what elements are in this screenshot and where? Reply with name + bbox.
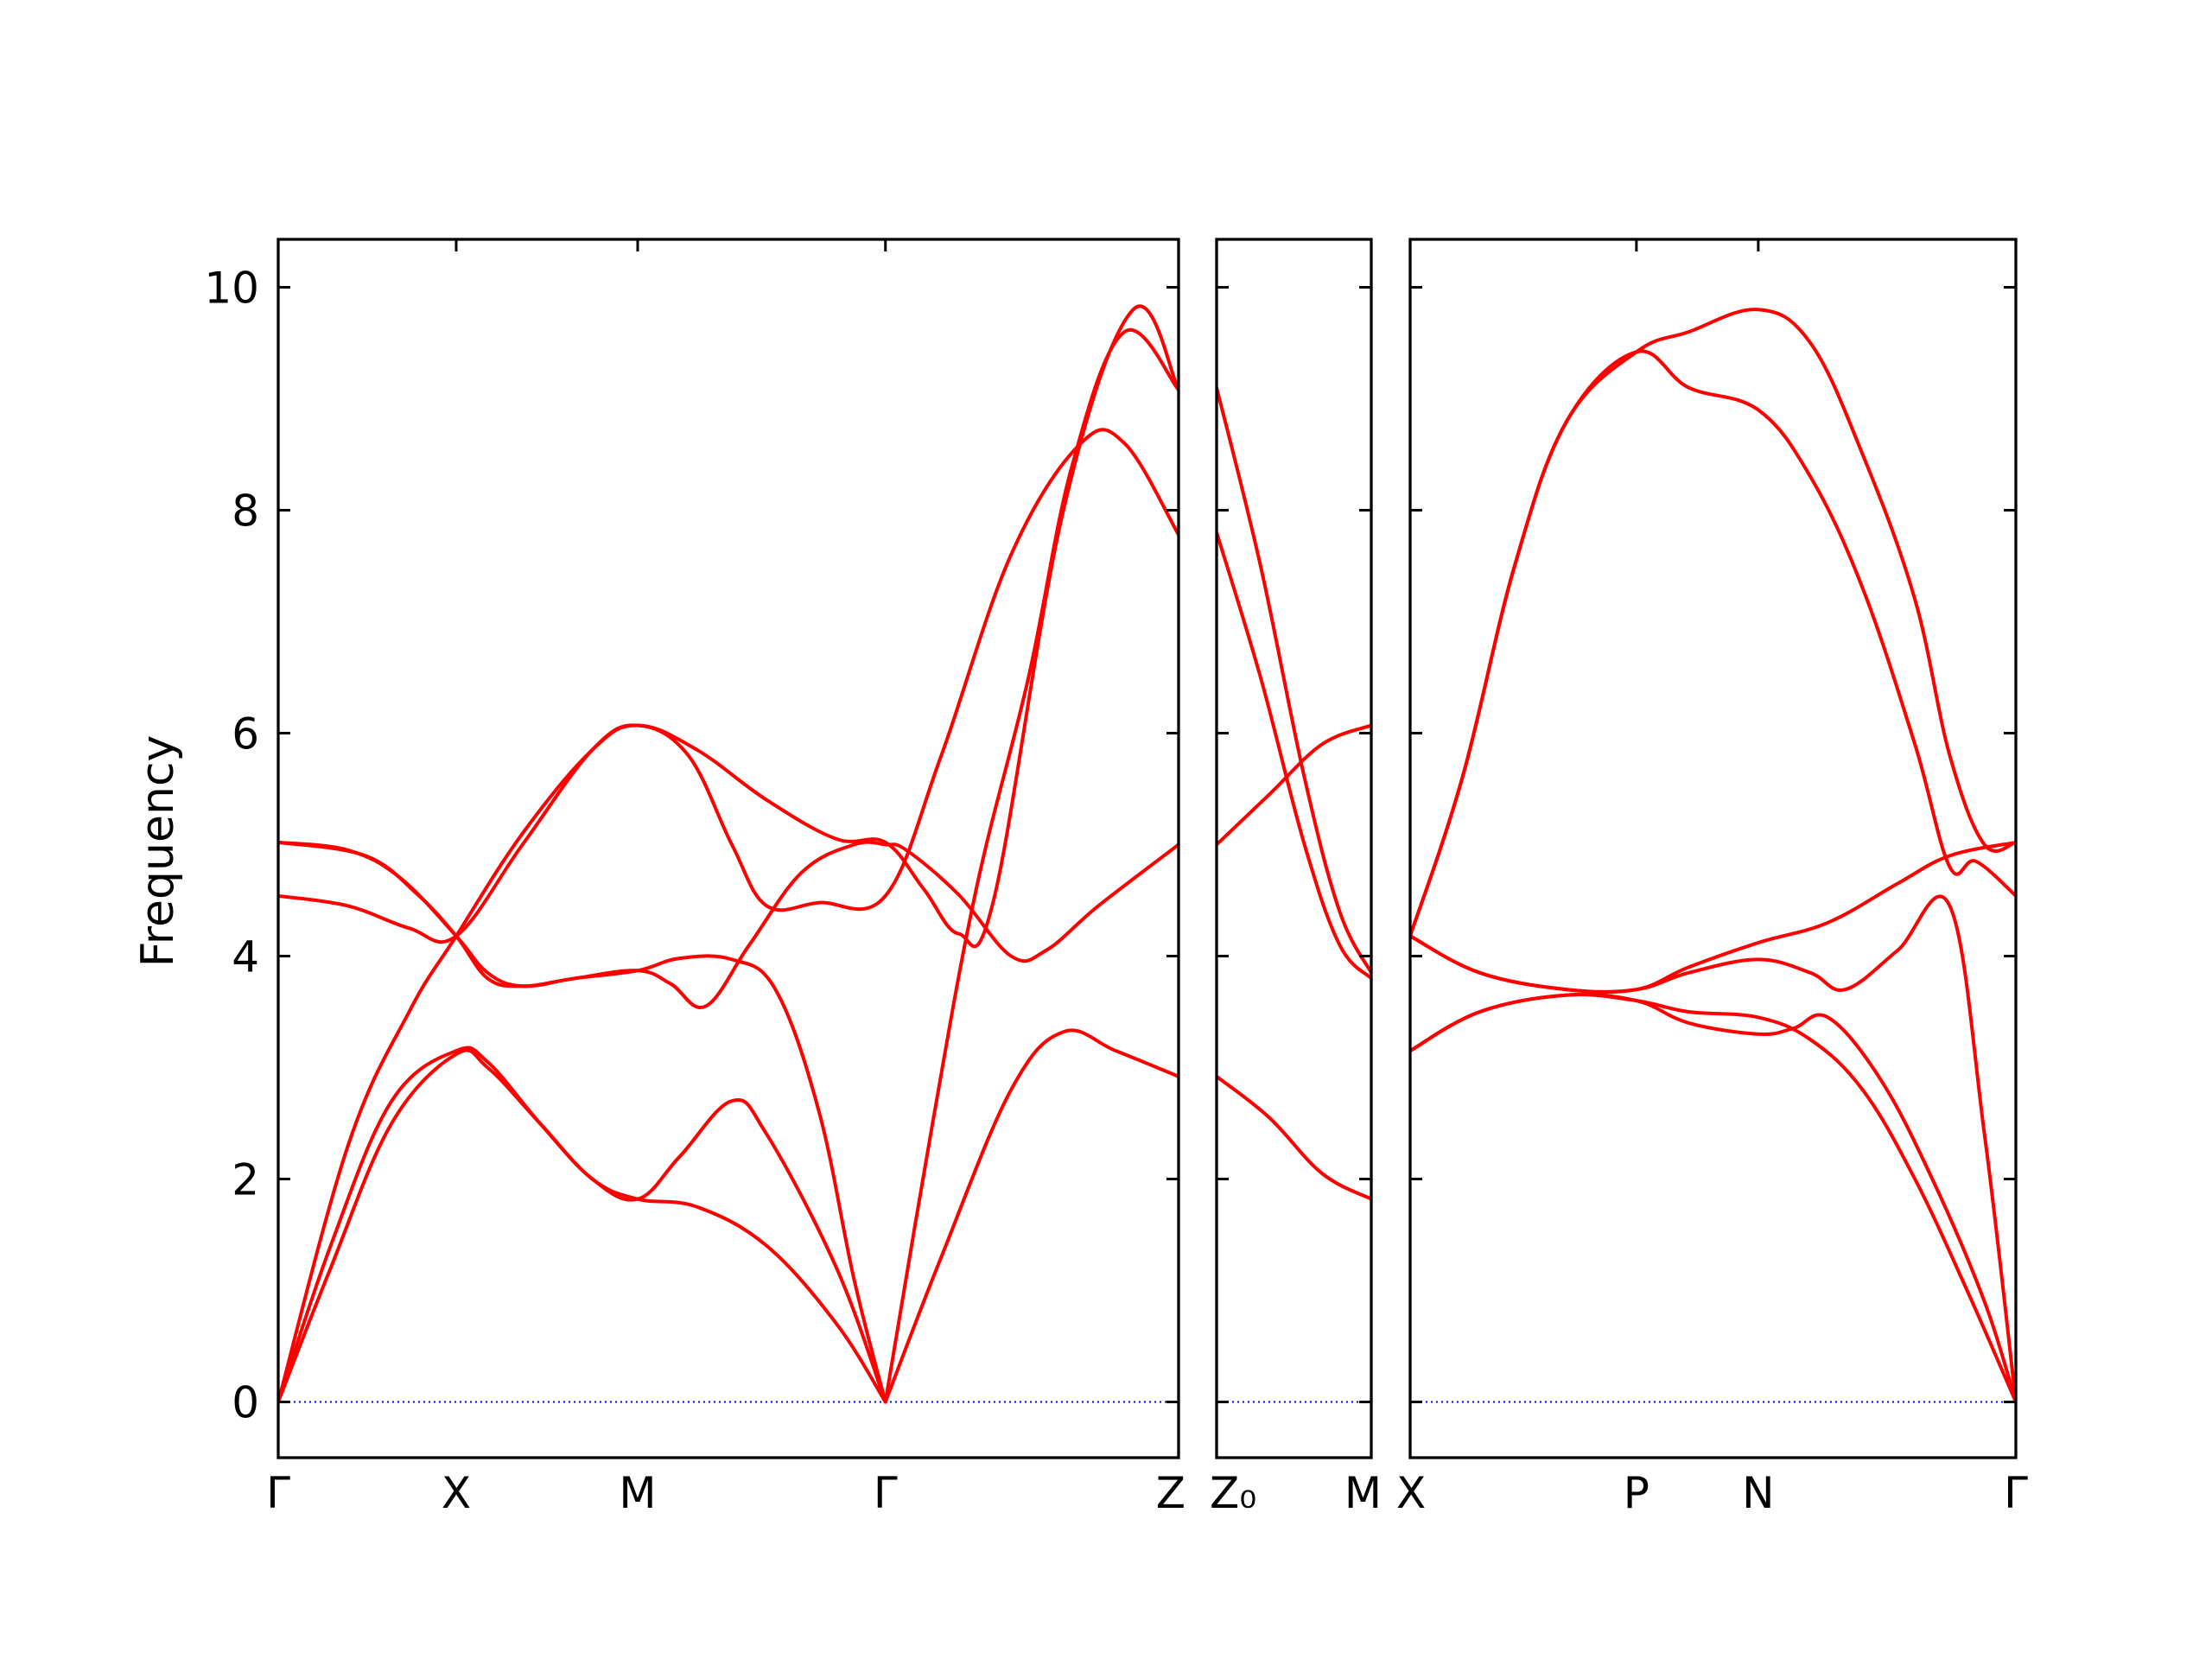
x-tick-label: Γ: [874, 1468, 898, 1518]
panel-2: Z₀ M: [1210, 238, 1382, 1518]
panel-frame: [1215, 238, 1373, 1459]
band-line-3: [1217, 723, 1371, 847]
x-tick-label: Γ: [266, 1468, 290, 1518]
y-tick-label: 0: [232, 1377, 259, 1427]
y-tick-label: 8: [232, 486, 259, 536]
x-tick-label: Z: [1156, 1468, 1185, 1518]
y-tick-label: 4: [232, 931, 259, 982]
band-line-6: [1410, 993, 2016, 1404]
band-line-8: [883, 327, 1179, 1404]
band-group: [278, 304, 1179, 1404]
x-tick-label: N: [1742, 1468, 1774, 1518]
y-tick-label: 2: [232, 1154, 259, 1205]
y-axis-label: Frequency: [132, 735, 184, 968]
band-line-7: [883, 1028, 1179, 1404]
x-tick-label: Z₀: [1210, 1468, 1256, 1518]
x-tick-label: X: [442, 1468, 471, 1518]
x-tick-label: Γ: [2004, 1468, 2028, 1518]
x-tick-label: X: [1396, 1468, 1426, 1518]
x-tick-label: P: [1624, 1468, 1649, 1518]
panel-1: 0 2 4 6 8 10 Γ X M Γ Z: [204, 238, 1185, 1518]
x-tick-label: M: [619, 1468, 656, 1518]
band-line-4: [1410, 894, 2016, 1404]
band-line-5: [278, 1048, 887, 1404]
band-group: [1217, 385, 1371, 1201]
band-line-1: [1217, 385, 1371, 975]
band-line-4: [1217, 1074, 1371, 1201]
x-tick-label: M: [1344, 1468, 1382, 1518]
panel-frame: [1408, 238, 2018, 1459]
panel-frame: [276, 238, 1180, 1459]
band-line-2: [1217, 531, 1371, 981]
band-line-2: [1410, 349, 2016, 938]
y-tick-label: 6: [232, 709, 259, 759]
y-tick-label: 10: [204, 263, 259, 313]
band-group: [1410, 308, 2016, 1404]
